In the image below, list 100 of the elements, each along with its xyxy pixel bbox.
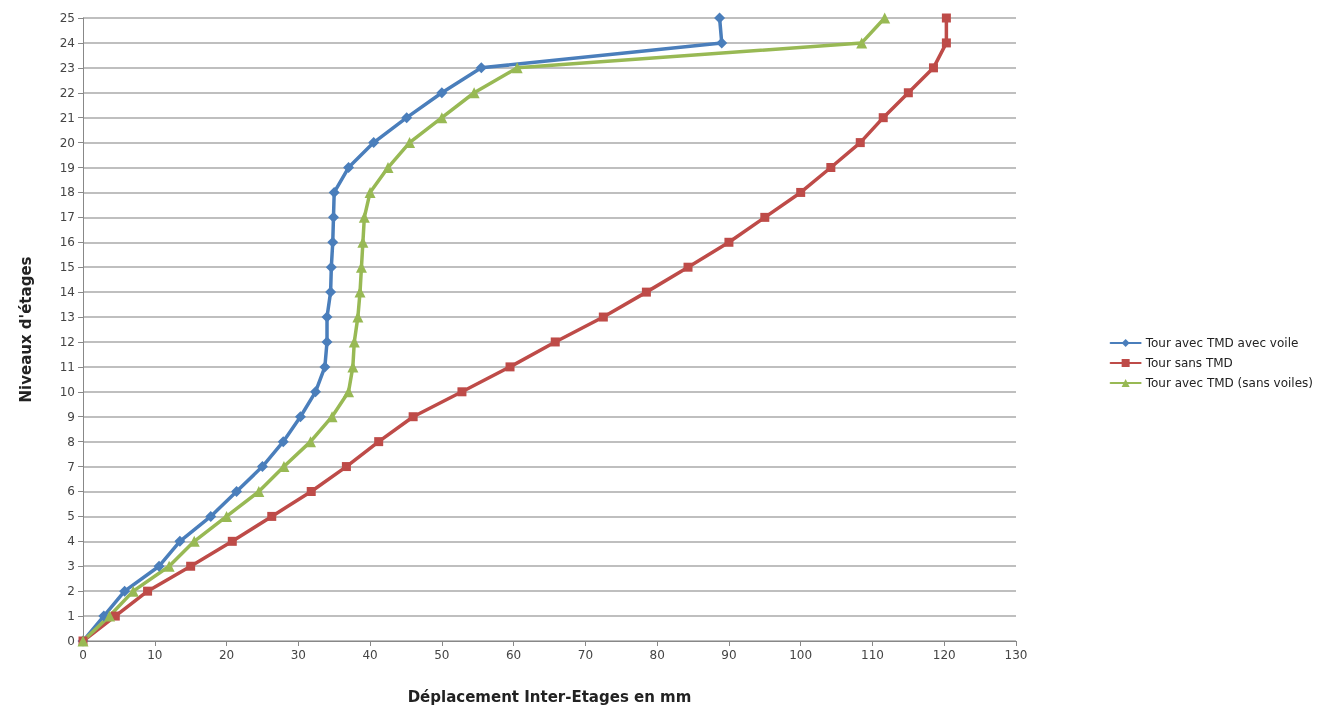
point	[343, 386, 355, 398]
point	[724, 237, 734, 247]
y-tick-label: 13	[59, 310, 75, 325]
point	[475, 62, 487, 74]
y-tick-label: 7	[67, 459, 75, 474]
y-tick-label: 3	[67, 559, 75, 574]
point	[277, 436, 289, 448]
y-tick-label: 15	[59, 260, 75, 275]
point	[941, 13, 951, 23]
point	[310, 386, 322, 398]
x-tick-label: 20	[218, 648, 235, 662]
x-tick-label: 120	[932, 648, 956, 662]
point	[306, 486, 316, 496]
y-tick-label: 1	[67, 609, 75, 624]
point	[328, 186, 340, 198]
point	[231, 485, 243, 497]
y-tick-label: 0	[67, 634, 75, 648]
point	[714, 12, 726, 24]
x-tick-label: 10	[147, 648, 163, 662]
y-tick-label: 6	[67, 484, 75, 499]
point	[364, 186, 376, 198]
point	[186, 561, 196, 571]
point	[404, 137, 416, 149]
point	[436, 87, 448, 99]
y-tick-label: 2	[67, 584, 75, 599]
y-tick-label: 4	[67, 534, 75, 549]
x-axis-title: Déplacement Inter-Etages en mm	[407, 687, 692, 706]
x-tick-label: 50	[434, 648, 450, 662]
x-tick-label: 90	[721, 648, 737, 662]
x-tick-label: 30	[290, 648, 306, 662]
point	[374, 437, 384, 447]
point	[436, 112, 448, 124]
y-tick-label: 9	[67, 409, 75, 424]
y-tick-label: 25	[59, 11, 75, 25]
x-tick-label: 80	[649, 648, 665, 662]
x-tick-label: 0	[79, 648, 87, 662]
y-tick-label: 19	[59, 160, 75, 175]
point	[267, 511, 277, 521]
point	[941, 38, 951, 48]
point	[341, 462, 351, 472]
point	[760, 212, 770, 222]
point	[368, 137, 380, 149]
y-tick-label: 23	[59, 60, 75, 75]
point	[174, 535, 186, 547]
y-tick-label: 18	[59, 185, 75, 200]
y-tick-label: 10	[59, 384, 75, 399]
point	[903, 88, 913, 98]
legend-label: Tour avec TMD avec voile	[1144, 336, 1299, 350]
point	[319, 361, 331, 373]
point	[321, 336, 333, 348]
point	[205, 510, 217, 522]
point	[358, 211, 370, 223]
y-tick-label: 21	[59, 110, 75, 125]
x-tick-label: 70	[577, 648, 594, 662]
point	[143, 586, 153, 596]
point	[256, 461, 268, 473]
point	[408, 412, 418, 422]
point	[221, 510, 233, 522]
point	[856, 37, 868, 49]
y-tick-label: 16	[59, 235, 75, 250]
point	[305, 436, 317, 448]
point	[457, 387, 467, 397]
y-axis-title: Niveaux d'étages	[16, 256, 35, 403]
point	[641, 287, 651, 297]
legend-label: Tour avec TMD (sans voiles)	[1144, 376, 1314, 390]
point	[401, 112, 413, 124]
point	[153, 560, 165, 572]
point	[163, 560, 175, 572]
point	[119, 585, 131, 597]
legend-label: Tour sans TMD	[1144, 356, 1233, 370]
point	[598, 312, 608, 322]
y-tick-label: 24	[59, 35, 75, 50]
y-tick-label: 17	[59, 210, 75, 225]
x-tick-label: 60	[505, 648, 522, 662]
point	[468, 87, 480, 99]
x-tick-label: 130	[1004, 648, 1028, 662]
point	[683, 262, 693, 272]
y-tick-label: 12	[59, 334, 75, 349]
y-tick-label: 22	[59, 85, 75, 100]
point	[550, 337, 560, 347]
point	[855, 138, 865, 148]
y-tick-label: 8	[67, 434, 75, 449]
point	[104, 610, 116, 622]
point	[505, 362, 515, 372]
point	[826, 163, 836, 173]
point	[227, 536, 237, 546]
y-tick-label: 5	[67, 509, 75, 524]
x-tick-label: 110	[861, 648, 884, 662]
point	[511, 62, 523, 74]
y-tick-label: 20	[59, 135, 75, 150]
x-tick-label: 100	[789, 648, 813, 662]
point	[928, 63, 938, 73]
point	[294, 411, 306, 423]
point	[343, 162, 355, 174]
point	[382, 162, 394, 174]
point	[796, 187, 806, 197]
point	[321, 311, 333, 323]
x-tick-label: 40	[362, 648, 378, 662]
point	[878, 113, 888, 123]
y-tick-label: 14	[59, 285, 75, 300]
